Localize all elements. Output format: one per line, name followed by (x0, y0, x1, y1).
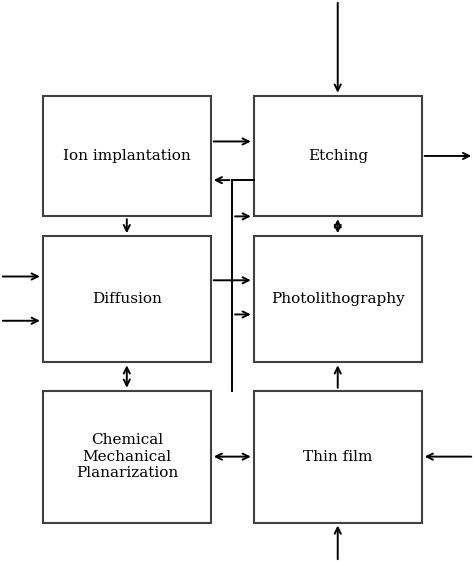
Text: Diffusion: Diffusion (92, 292, 162, 306)
Bar (43, 96, 211, 216)
Text: Chemical
Mechanical
Planarization: Chemical Mechanical Planarization (76, 433, 178, 480)
Text: Thin film: Thin film (303, 450, 373, 464)
Bar (43, 391, 211, 523)
Text: Ion implantation: Ion implantation (63, 149, 191, 163)
Bar (254, 236, 422, 362)
Text: Photolithography: Photolithography (271, 292, 405, 306)
Bar (254, 391, 422, 523)
Bar (43, 236, 211, 362)
Text: Etching: Etching (308, 149, 368, 163)
Bar (254, 96, 422, 216)
